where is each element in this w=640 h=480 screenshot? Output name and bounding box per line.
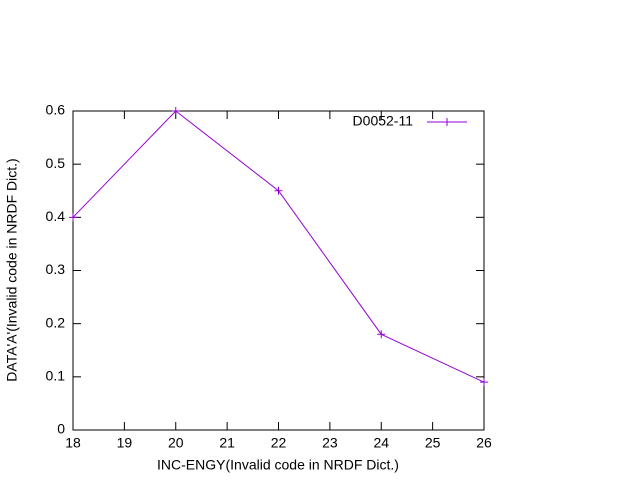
y-tick-label: 0.4 bbox=[46, 208, 66, 224]
y-tick-label: 0.1 bbox=[46, 368, 66, 384]
data-point bbox=[480, 378, 488, 387]
legend-marker bbox=[443, 118, 451, 126]
x-tick-label: 20 bbox=[168, 435, 184, 451]
y-tick-label: 0.2 bbox=[46, 314, 66, 330]
x-tick-label: 24 bbox=[373, 435, 389, 451]
x-tick-label: 25 bbox=[425, 435, 441, 451]
x-tick-label: 23 bbox=[322, 435, 338, 451]
x-tick-label: 22 bbox=[271, 435, 287, 451]
y-tick-label: 0 bbox=[57, 421, 65, 437]
data-point bbox=[69, 213, 77, 222]
y-tick-label: 0.6 bbox=[46, 102, 66, 118]
legend-label: D0052-11 bbox=[353, 113, 414, 129]
y-tick-label: 0.3 bbox=[46, 261, 66, 277]
y-tick-label: 0.5 bbox=[46, 155, 66, 171]
x-tick-label: 21 bbox=[219, 435, 235, 451]
plot-frame bbox=[72, 110, 485, 431]
data-point bbox=[377, 330, 386, 339]
x-tick-label: 18 bbox=[65, 435, 81, 451]
data-point bbox=[171, 107, 180, 115]
x-tick-label: 26 bbox=[476, 435, 492, 451]
x-tick-label: 19 bbox=[117, 435, 133, 451]
data-line bbox=[72, 110, 485, 383]
y-axis-label: DATA'A'(Invalid code in NRDF Dict.) bbox=[4, 158, 20, 381]
x-axis-label: INC-ENGY(Invalid code in NRDF Dict.) bbox=[157, 457, 399, 473]
data-point bbox=[274, 186, 283, 195]
